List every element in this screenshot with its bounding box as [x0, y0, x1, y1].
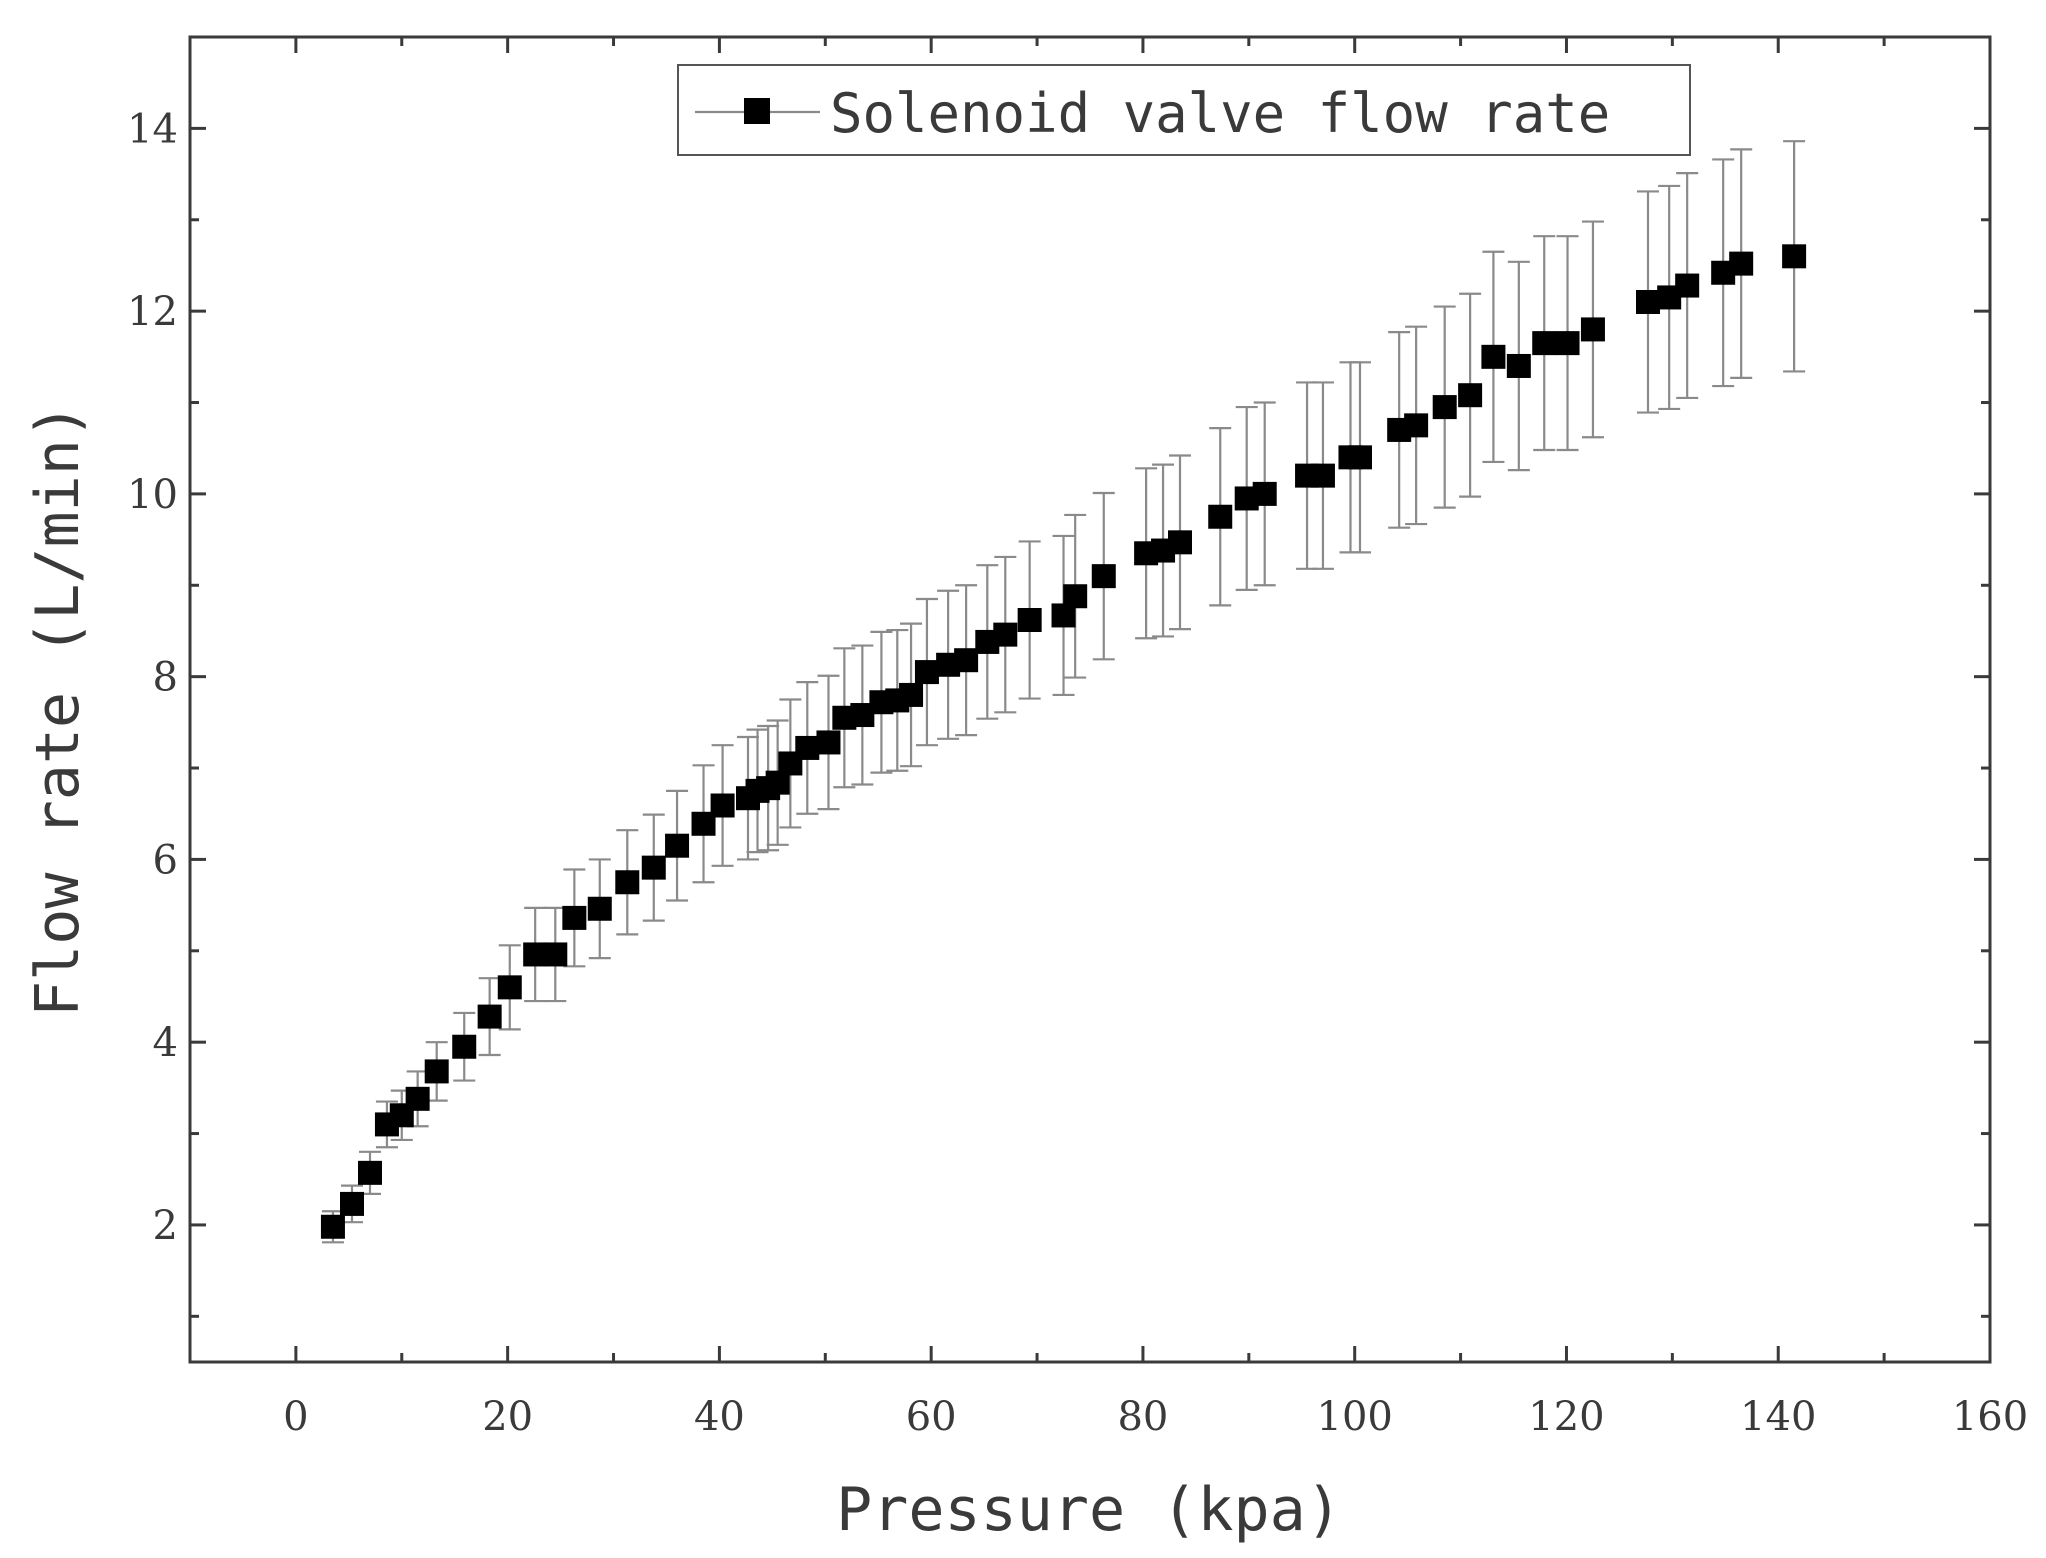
data-point: [340, 1191, 364, 1216]
x-tick-label: 140: [1740, 1394, 1816, 1440]
data-point: [954, 648, 979, 673]
data-point: [1432, 395, 1457, 420]
data-point: [452, 1034, 477, 1059]
data-point: [615, 870, 640, 895]
x-tick-label: 0: [283, 1394, 308, 1440]
x-tick-label: 120: [1528, 1394, 1604, 1440]
data-point: [562, 905, 587, 930]
data-point: [993, 622, 1018, 647]
data-point: [1458, 383, 1483, 408]
data-point: [1580, 317, 1605, 342]
data-point: [1782, 244, 1807, 269]
data-point: [358, 1160, 382, 1185]
data-point: [816, 730, 841, 755]
data-point: [1168, 530, 1192, 555]
data-point: [1532, 331, 1557, 356]
data-point: [710, 793, 735, 818]
legend-entry-label: Solenoid valve flow rate: [830, 82, 1610, 145]
data-point: [1404, 413, 1429, 438]
axis-ticks: [188, 35, 1992, 1362]
data-point: [899, 682, 924, 707]
x-tick-label: 20: [482, 1394, 533, 1440]
data-point: [1675, 273, 1700, 298]
data-point: [1555, 331, 1580, 356]
y-tick-label: 6: [153, 837, 178, 883]
data-point: [1729, 251, 1754, 276]
tick-labels: 0 20 40 60 80 100 120 140 160 2 4 6 8 10 12 14: [127, 106, 2028, 1440]
data-point: [405, 1086, 430, 1111]
data-point: [587, 896, 612, 921]
x-tick-label: 80: [1117, 1394, 1168, 1440]
data-point: [1506, 353, 1531, 378]
legend-box: [677, 64, 1691, 156]
y-tick-label: 2: [153, 1203, 178, 1249]
y-tick-label: 4: [153, 1020, 178, 1066]
x-axis-title: Pressure (kpa): [836, 1475, 1342, 1545]
y-axis-title: Flow rate (L/min): [23, 403, 93, 1017]
y-tick-label: 10: [127, 472, 178, 518]
data-point: [1252, 481, 1277, 506]
y-tick-label: 8: [153, 655, 178, 701]
data-point: [665, 833, 690, 858]
data-point: [1063, 584, 1088, 609]
data-point: [320, 1214, 345, 1239]
legend: Solenoid valve flow rate: [677, 64, 1691, 156]
data-point: [1636, 290, 1660, 314]
data-point: [497, 975, 522, 1000]
plot-frame: [188, 35, 1992, 1364]
data-markers: [320, 244, 1807, 1239]
data-point: [1091, 564, 1116, 589]
x-tick-label: 60: [906, 1394, 957, 1440]
x-tick-label: 40: [694, 1394, 745, 1440]
data-point: [914, 660, 939, 685]
data-point: [1348, 445, 1372, 470]
plot-border: [188, 35, 1992, 1364]
x-tick-label: 100: [1317, 1394, 1393, 1440]
error-bars: [321, 140, 1806, 1244]
y-tick-label: 14: [127, 106, 178, 152]
y-tick-label: 12: [127, 289, 178, 335]
data-point: [1481, 344, 1506, 369]
data-point: [424, 1059, 449, 1084]
data-point: [543, 942, 568, 967]
data-point: [795, 735, 820, 760]
data-point: [523, 942, 548, 967]
data-point: [1208, 504, 1233, 529]
legend-marker-sample: [744, 98, 770, 124]
data-point: [477, 1004, 502, 1029]
data-point: [1017, 608, 1042, 632]
data-point: [1310, 463, 1335, 488]
data-point: [641, 855, 666, 880]
x-tick-label: 160: [1952, 1394, 2028, 1440]
